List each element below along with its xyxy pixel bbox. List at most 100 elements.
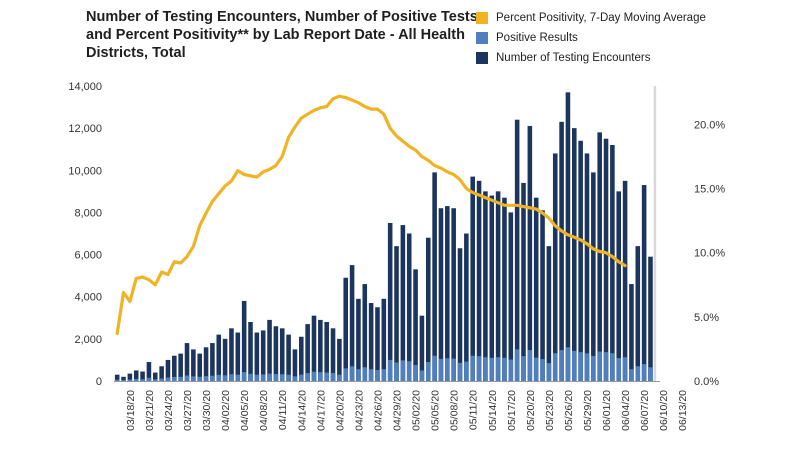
x-tick-label: 05/14/20 — [487, 390, 499, 431]
left-tick-label: 4,000 — [74, 292, 102, 304]
right-tick-label: 20.0% — [694, 119, 725, 131]
encounter-bar — [152, 372, 158, 381]
encounter-bar — [502, 197, 507, 381]
encounter-bar — [229, 328, 234, 381]
encounter-bar — [248, 322, 253, 381]
positive-bar — [578, 352, 583, 381]
positive-bar — [362, 367, 368, 381]
positive-bar — [197, 376, 202, 381]
positive-bar — [565, 347, 571, 381]
positive-bar — [540, 359, 545, 381]
encounter-bar — [197, 353, 202, 381]
encounter-bar — [203, 347, 209, 381]
encounter-bar — [381, 298, 387, 381]
encounter-bar — [457, 248, 463, 381]
encounter-bar — [406, 233, 412, 381]
encounter-bar — [483, 191, 488, 381]
encounter-bar — [565, 92, 571, 382]
x-tick-label: 04/02/20 — [220, 390, 232, 431]
positive-bar — [438, 358, 444, 381]
positive-bar — [502, 357, 507, 381]
x-tick-label: 05/20/20 — [525, 390, 537, 431]
positivity-line — [115, 94, 627, 336]
encounter-bar — [254, 332, 260, 381]
encounter-bar — [260, 330, 266, 381]
encounter-bar — [146, 362, 152, 381]
x-tick-label: 04/26/20 — [373, 390, 385, 431]
encounter-bar — [400, 225, 406, 381]
legend-label-positivity: Percent Positivity, 7-Day Moving Average — [496, 12, 706, 24]
positive-bar — [191, 376, 196, 381]
encounter-bar — [172, 355, 177, 381]
encounter-bar — [413, 269, 418, 381]
legend-swatch-positivity — [476, 12, 488, 24]
encounter-bar — [476, 180, 482, 381]
x-tick-label: 03/24/20 — [163, 390, 175, 431]
positive-bar — [629, 369, 634, 381]
positive-bar — [546, 363, 552, 381]
x-tick-label: 05/08/20 — [449, 390, 461, 431]
encounter-bar — [445, 206, 450, 381]
encounter-bar — [540, 210, 545, 381]
positive-bar — [584, 353, 590, 381]
encounter-bar — [603, 138, 609, 381]
encounter-bar — [552, 153, 558, 381]
positive-bar — [286, 374, 291, 381]
positive-bar — [464, 361, 469, 381]
encounter-bar — [546, 246, 552, 381]
encounter-bar — [648, 256, 653, 381]
x-tick-label: 03/21/20 — [144, 390, 156, 431]
positive-bar — [432, 355, 437, 381]
encounter-bar — [356, 298, 361, 381]
encounter-bar — [127, 373, 133, 381]
positive-bar — [508, 359, 514, 381]
positive-bar — [133, 378, 139, 381]
encounter-bar — [533, 197, 539, 381]
positive-bar — [267, 373, 272, 381]
x-tick-label: 05/17/20 — [506, 390, 518, 431]
positive-bar — [241, 372, 247, 381]
left-tick-label: 12,000 — [68, 123, 102, 135]
encounter-bar — [464, 233, 469, 381]
encounter-bar — [279, 328, 285, 381]
encounter-bar — [140, 371, 145, 381]
positive-bar — [203, 376, 209, 381]
positive-bar — [425, 362, 431, 381]
encounter-bar — [324, 322, 329, 381]
encounter-bar — [299, 336, 304, 381]
positive-bar — [330, 372, 336, 381]
positive-bar — [552, 353, 558, 381]
encounter-bar — [527, 126, 533, 382]
positive-bar — [521, 356, 526, 381]
encounter-bar — [584, 153, 590, 381]
encounter-bar — [622, 180, 628, 381]
encounter-bar — [635, 246, 641, 381]
encounter-bar — [178, 353, 183, 381]
positive-bar — [337, 374, 342, 381]
positive-bar — [375, 370, 380, 381]
encounter-bar — [578, 140, 583, 381]
positive-bar — [349, 366, 355, 381]
x-tick-label: 04/29/20 — [392, 390, 404, 431]
encounter-bar — [489, 195, 495, 381]
encounter-bar — [241, 300, 247, 381]
legend-swatch-positive-results — [476, 32, 488, 44]
positive-bar — [381, 369, 387, 381]
positive-bar — [318, 372, 323, 381]
positive-bar — [121, 379, 126, 381]
positive-bar — [597, 351, 602, 381]
positive-bar — [483, 357, 488, 381]
encounter-bar — [572, 128, 577, 381]
encounter-bar — [235, 332, 241, 381]
legend-label-encounters: Number of Testing Encounters — [496, 52, 651, 64]
encounter-bar — [191, 349, 196, 381]
x-tick-label: 06/04/20 — [620, 390, 632, 431]
positive-bar — [476, 356, 482, 381]
positive-bar — [591, 355, 596, 381]
encounter-bar — [114, 374, 120, 381]
encounter-bar — [514, 119, 520, 381]
encounter-bar — [470, 176, 475, 381]
x-tick-label: 03/30/20 — [201, 390, 213, 431]
encounter-bar — [438, 208, 444, 381]
